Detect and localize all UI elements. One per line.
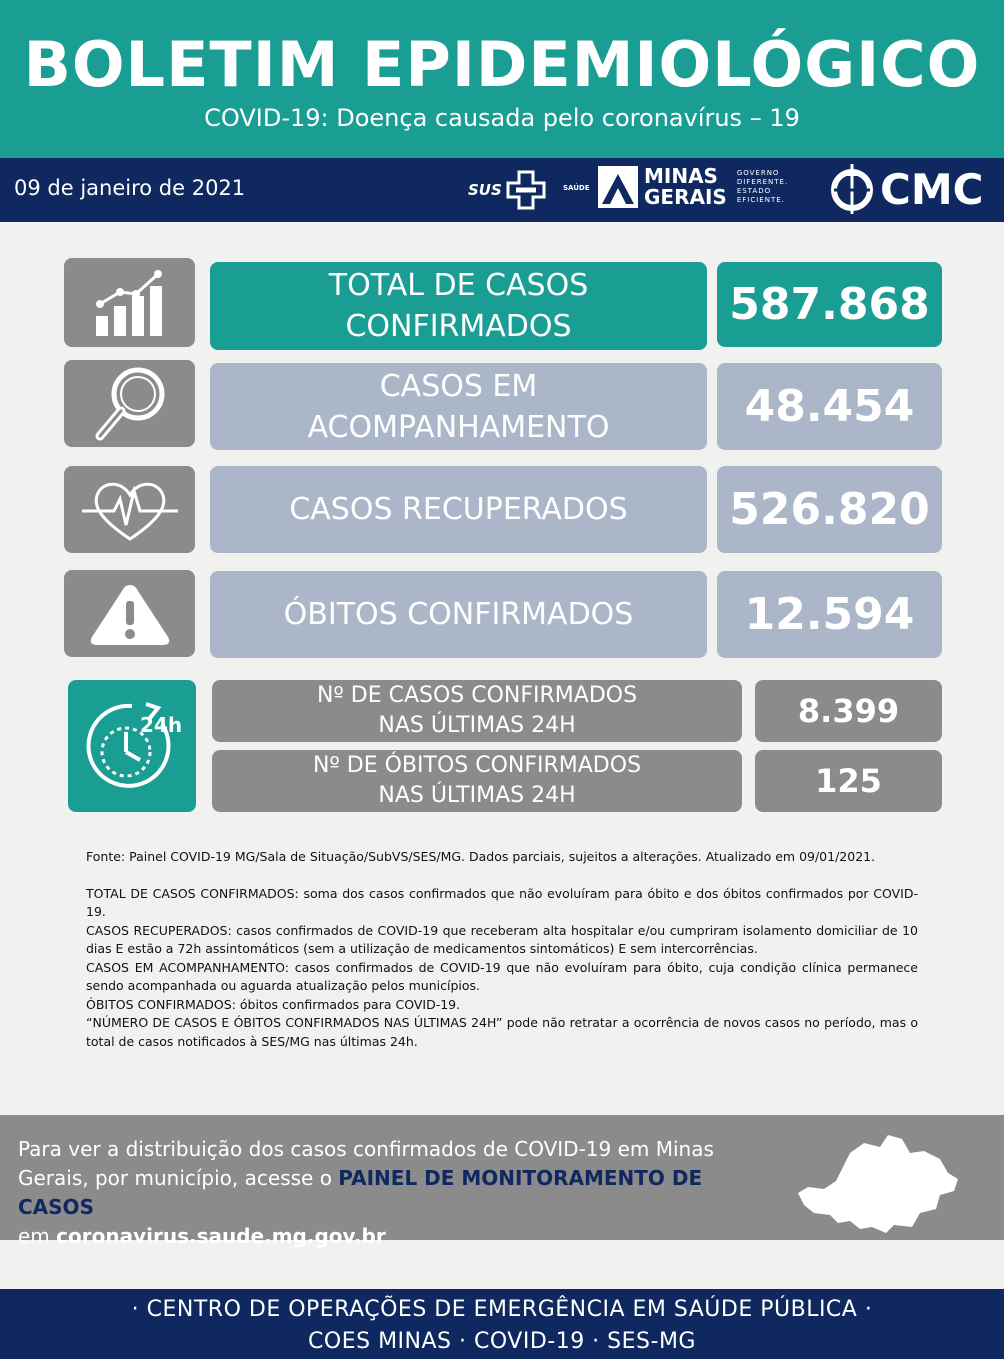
bulletin-date: 09 de janeiro de 2021: [14, 176, 246, 200]
footer-line-1: · CENTRO DE OPERAÇÕES DE EMERGÊNCIA EM S…: [131, 1297, 873, 1322]
header-banner: BOLETIM EPIDEMIOLÓGICO COVID-19: Doença …: [0, 0, 1004, 158]
monitoring-label-box: CASOS EM ACOMPANHAMENTO: [210, 363, 707, 450]
saude-label: SAÚDE: [563, 184, 590, 192]
minas-gerais-text: MINAS GERAIS: [644, 164, 727, 209]
total-cases-value: 587.868: [729, 279, 930, 330]
total-cases-icon-box: [64, 258, 195, 347]
last-24h-icon-box: 24h: [68, 680, 196, 812]
sus-cross-icon: [506, 170, 546, 210]
dashboard-info-panel: Para ver a distribuição dos casos confir…: [0, 1115, 1004, 1248]
note-monitoring: CASOS EM ACOMPANHAMENTO: casos confirmad…: [86, 959, 918, 994]
recovered-icon-box: [64, 466, 195, 553]
minas-triangle-icon: [598, 166, 638, 208]
minas-gerais-logo: MINAS GERAIS GOVERNO DIFERENTE. ESTADO E…: [598, 166, 788, 208]
deaths-24h-label: Nº DE ÓBITOS CONFIRMADOS NAS ÚLTIMAS 24H: [312, 753, 642, 808]
page-subtitle: COVID-19: Doença causada pelo coronavíru…: [204, 104, 800, 132]
cases-24h-value: 8.399: [797, 692, 900, 730]
cmc-logo: CMC: [828, 162, 983, 216]
deaths-icon-box: [64, 570, 195, 657]
heart-pulse-icon: [81, 482, 178, 541]
recovered-value-box: 526.820: [717, 466, 942, 553]
dashboard-link[interactable]: PAINEL DE MONITORAMENTO DE CASOS: [18, 1166, 703, 1219]
note-total: TOTAL DE CASOS CONFIRMADOS: soma dos cas…: [86, 885, 918, 920]
cmc-logo-text: CMC: [880, 164, 984, 214]
sus-logo-text: SUS: [468, 181, 502, 199]
governo-slogan: GOVERNO DIFERENTE. ESTADO EFICIENTE.: [736, 169, 789, 204]
clock-24h-text: 24h: [140, 713, 182, 737]
website-url[interactable]: coronavirus.saude.mg.gov.br: [56, 1224, 386, 1248]
clock-24h-icon: 24h: [86, 702, 182, 788]
deaths-24h-label-box: Nº DE ÓBITOS CONFIRMADOS NAS ÚLTIMAS 24H: [212, 750, 742, 812]
magnifier-icon: [95, 367, 164, 440]
recovered-value: 526.820: [729, 484, 930, 535]
total-cases-label: TOTAL DE CASOS CONFIRMADOS: [328, 268, 589, 344]
monitoring-icon-box: [64, 360, 195, 447]
monitoring-label: CASOS EM ACOMPANHAMENTO: [307, 368, 610, 445]
note-source: Fonte: Painel COVID-19 MG/Sala de Situaç…: [86, 849, 876, 864]
monitoring-value: 48.454: [744, 381, 915, 432]
warning-icon: [90, 584, 169, 645]
dashboard-info-text: Para ver a distribuição dos casos confir…: [18, 1137, 714, 1248]
deaths-24h-value-box: 125: [755, 750, 942, 812]
deaths-24h-value: 125: [815, 762, 882, 800]
footer-bar: · CENTRO DE OPERAÇÕES DE EMERGÊNCIA EM S…: [0, 1289, 1004, 1359]
minas-gerais-map-icon: [798, 1135, 958, 1233]
footnotes: Fonte: Painel COVID-19 MG/Sala de Situaç…: [86, 848, 918, 1051]
recovered-label: CASOS RECUPERADOS: [289, 492, 628, 527]
chart-growth-icon: [95, 269, 162, 336]
monitoring-value-box: 48.454: [717, 363, 942, 450]
cases-24h-label: Nº DE CASOS CONFIRMADOS NAS ÚLTIMAS 24H: [316, 683, 638, 738]
cases-24h-value-box: 8.399: [755, 680, 942, 742]
cmc-emblem-icon: [831, 164, 873, 214]
note-last-24h: “NÚMERO DE CASOS E ÓBITOS CONFIRMADOS NA…: [86, 1015, 918, 1049]
deaths-label: ÓBITOS CONFIRMADOS: [283, 597, 634, 632]
footer-line-2: COES MINAS · COVID-19 · SES-MG: [308, 1329, 696, 1354]
recovered-label-box: CASOS RECUPERADOS: [210, 466, 707, 553]
note-recovered: CASOS RECUPERADOS: casos confirmados de …: [86, 922, 918, 957]
sus-logo: SUS: [468, 168, 548, 212]
total-cases-label-box: TOTAL DE CASOS CONFIRMADOS: [210, 262, 707, 350]
deaths-value: 12.594: [744, 589, 915, 640]
total-cases-value-box: 587.868: [717, 262, 942, 347]
page-title: BOLETIM EPIDEMIOLÓGICO: [23, 28, 981, 101]
deaths-label-box: ÓBITOS CONFIRMADOS: [210, 571, 707, 658]
deaths-value-box: 12.594: [717, 571, 942, 658]
cases-24h-label-box: Nº DE CASOS CONFIRMADOS NAS ÚLTIMAS 24H: [212, 680, 742, 742]
note-deaths: ÓBITOS CONFIRMADOS: óbitos confirmados p…: [86, 996, 461, 1012]
